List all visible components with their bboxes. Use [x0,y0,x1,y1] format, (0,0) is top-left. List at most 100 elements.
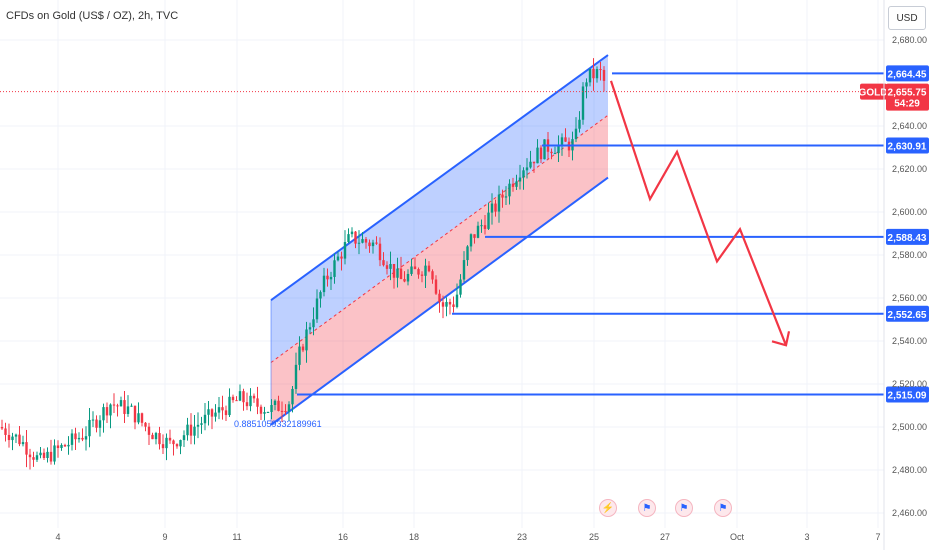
forecast-arrowhead[interactable] [771,331,791,347]
candle-body [242,391,245,403]
candle-body [522,170,525,178]
candle-body [161,444,165,449]
candle-body [287,404,291,412]
y-tick-label: 2,640.00 [892,121,927,131]
candle-body [490,203,494,213]
chart-title: CFDs on Gold (US$ / OZ), 2h, TVC [6,10,179,22]
x-tick-label: 27 [660,532,670,542]
candle-body [434,279,438,294]
candle-body [28,454,32,458]
candle-body [81,437,84,440]
candle-body [564,137,567,142]
candle-body [592,68,595,79]
candle-body [98,420,102,428]
candle-body [494,203,497,212]
candle-body [140,413,144,423]
price-axis[interactable]: 2,680.00 2,640.00 2,620.00 2,600.00 2,580.00… [883,0,927,550]
candle-body [70,433,74,445]
level-price-tag[interactable] [886,65,929,82]
candle-body [14,434,18,437]
candle-body [382,260,385,266]
level-price-tag[interactable] [886,228,929,245]
channel-lower-fill [271,115,608,425]
candle-body [308,327,312,330]
candle-body [294,364,298,389]
us-flag-icon[interactable]: ⚑ [714,499,732,517]
candle-body [343,242,347,259]
horizontal-levels[interactable]: 2,664.45 2,630.91 2,588.43 2,552.65 2,515.09… [0,65,929,403]
level-price-label: 2,630.91 [888,142,927,153]
candle-body [487,212,490,229]
symbol-tag[interactable] [860,83,887,100]
candle-body [203,414,207,424]
candle-body [333,260,336,277]
candle-body [280,410,284,412]
time-axis[interactable]: 4 9 11 16 18 23 25 27 Oct 3 7 [55,532,880,542]
x-tick-label: 23 [517,532,527,542]
candle-body [49,451,53,462]
candle-body [364,239,368,243]
candle-body [154,433,158,440]
candle-body [112,404,116,406]
candle-body [511,183,515,187]
candle-body [39,452,42,456]
channel-upper-line[interactable] [270,54,609,301]
candle-body [354,231,357,244]
us-flag-icon[interactable]: ⚑ [638,499,656,517]
candle-body [0,427,4,429]
lightning-icon[interactable]: ⚡ [599,499,617,517]
y-tick-label: 2,560.00 [892,293,927,303]
candle-body [504,196,508,198]
candle-body [459,279,462,295]
candle-body [95,419,98,428]
level-price-tag[interactable] [886,305,929,322]
x-tick-label: 7 [875,532,880,542]
level-price-label: 2,664.45 [888,69,927,80]
candle-body [427,265,431,272]
candle-body [266,411,270,413]
level-price-tag[interactable] [886,137,929,154]
candle-body [32,457,35,460]
us-flag-icon[interactable]: ⚑ [675,499,693,517]
grid [0,0,884,528]
candle-body [273,400,277,406]
currency-button[interactable]: USD [888,6,926,30]
candle-body [186,424,189,436]
candle-body [550,151,553,154]
forecast-path[interactable] [609,80,788,346]
candle-body [60,444,63,449]
candle-body [473,234,476,238]
candle-body [347,234,350,243]
candle-body [497,194,501,212]
candle-body [263,412,266,414]
candle-body [221,407,224,411]
forecast-arrow[interactable] [609,80,791,347]
candle-body [291,388,294,405]
candle-body [305,329,308,351]
candle-body [200,423,203,425]
candle-body [525,167,529,171]
candle-body [574,128,578,140]
candle-body [336,256,340,261]
regression-channel[interactable]: 0.8851059332189961 [234,54,609,429]
candle-body [130,405,133,407]
candle-body [578,119,581,129]
candle-body [501,194,504,198]
candle-body [329,276,333,280]
candle-body [368,242,371,247]
candle-body [196,424,200,427]
candle-body [21,442,25,445]
y-tick-label: 2,500.00 [892,422,927,432]
candle-body [375,242,378,244]
candle-body [396,268,399,278]
candle-body [357,242,361,244]
candle-body [46,451,49,459]
level-price-tag[interactable] [886,386,929,403]
current-price-tag[interactable] [886,83,929,111]
candle-body [256,398,259,407]
candle-body [105,407,109,416]
candle-body [476,225,480,238]
candle-body [259,406,263,414]
level-price-label: 2,588.43 [888,233,927,244]
